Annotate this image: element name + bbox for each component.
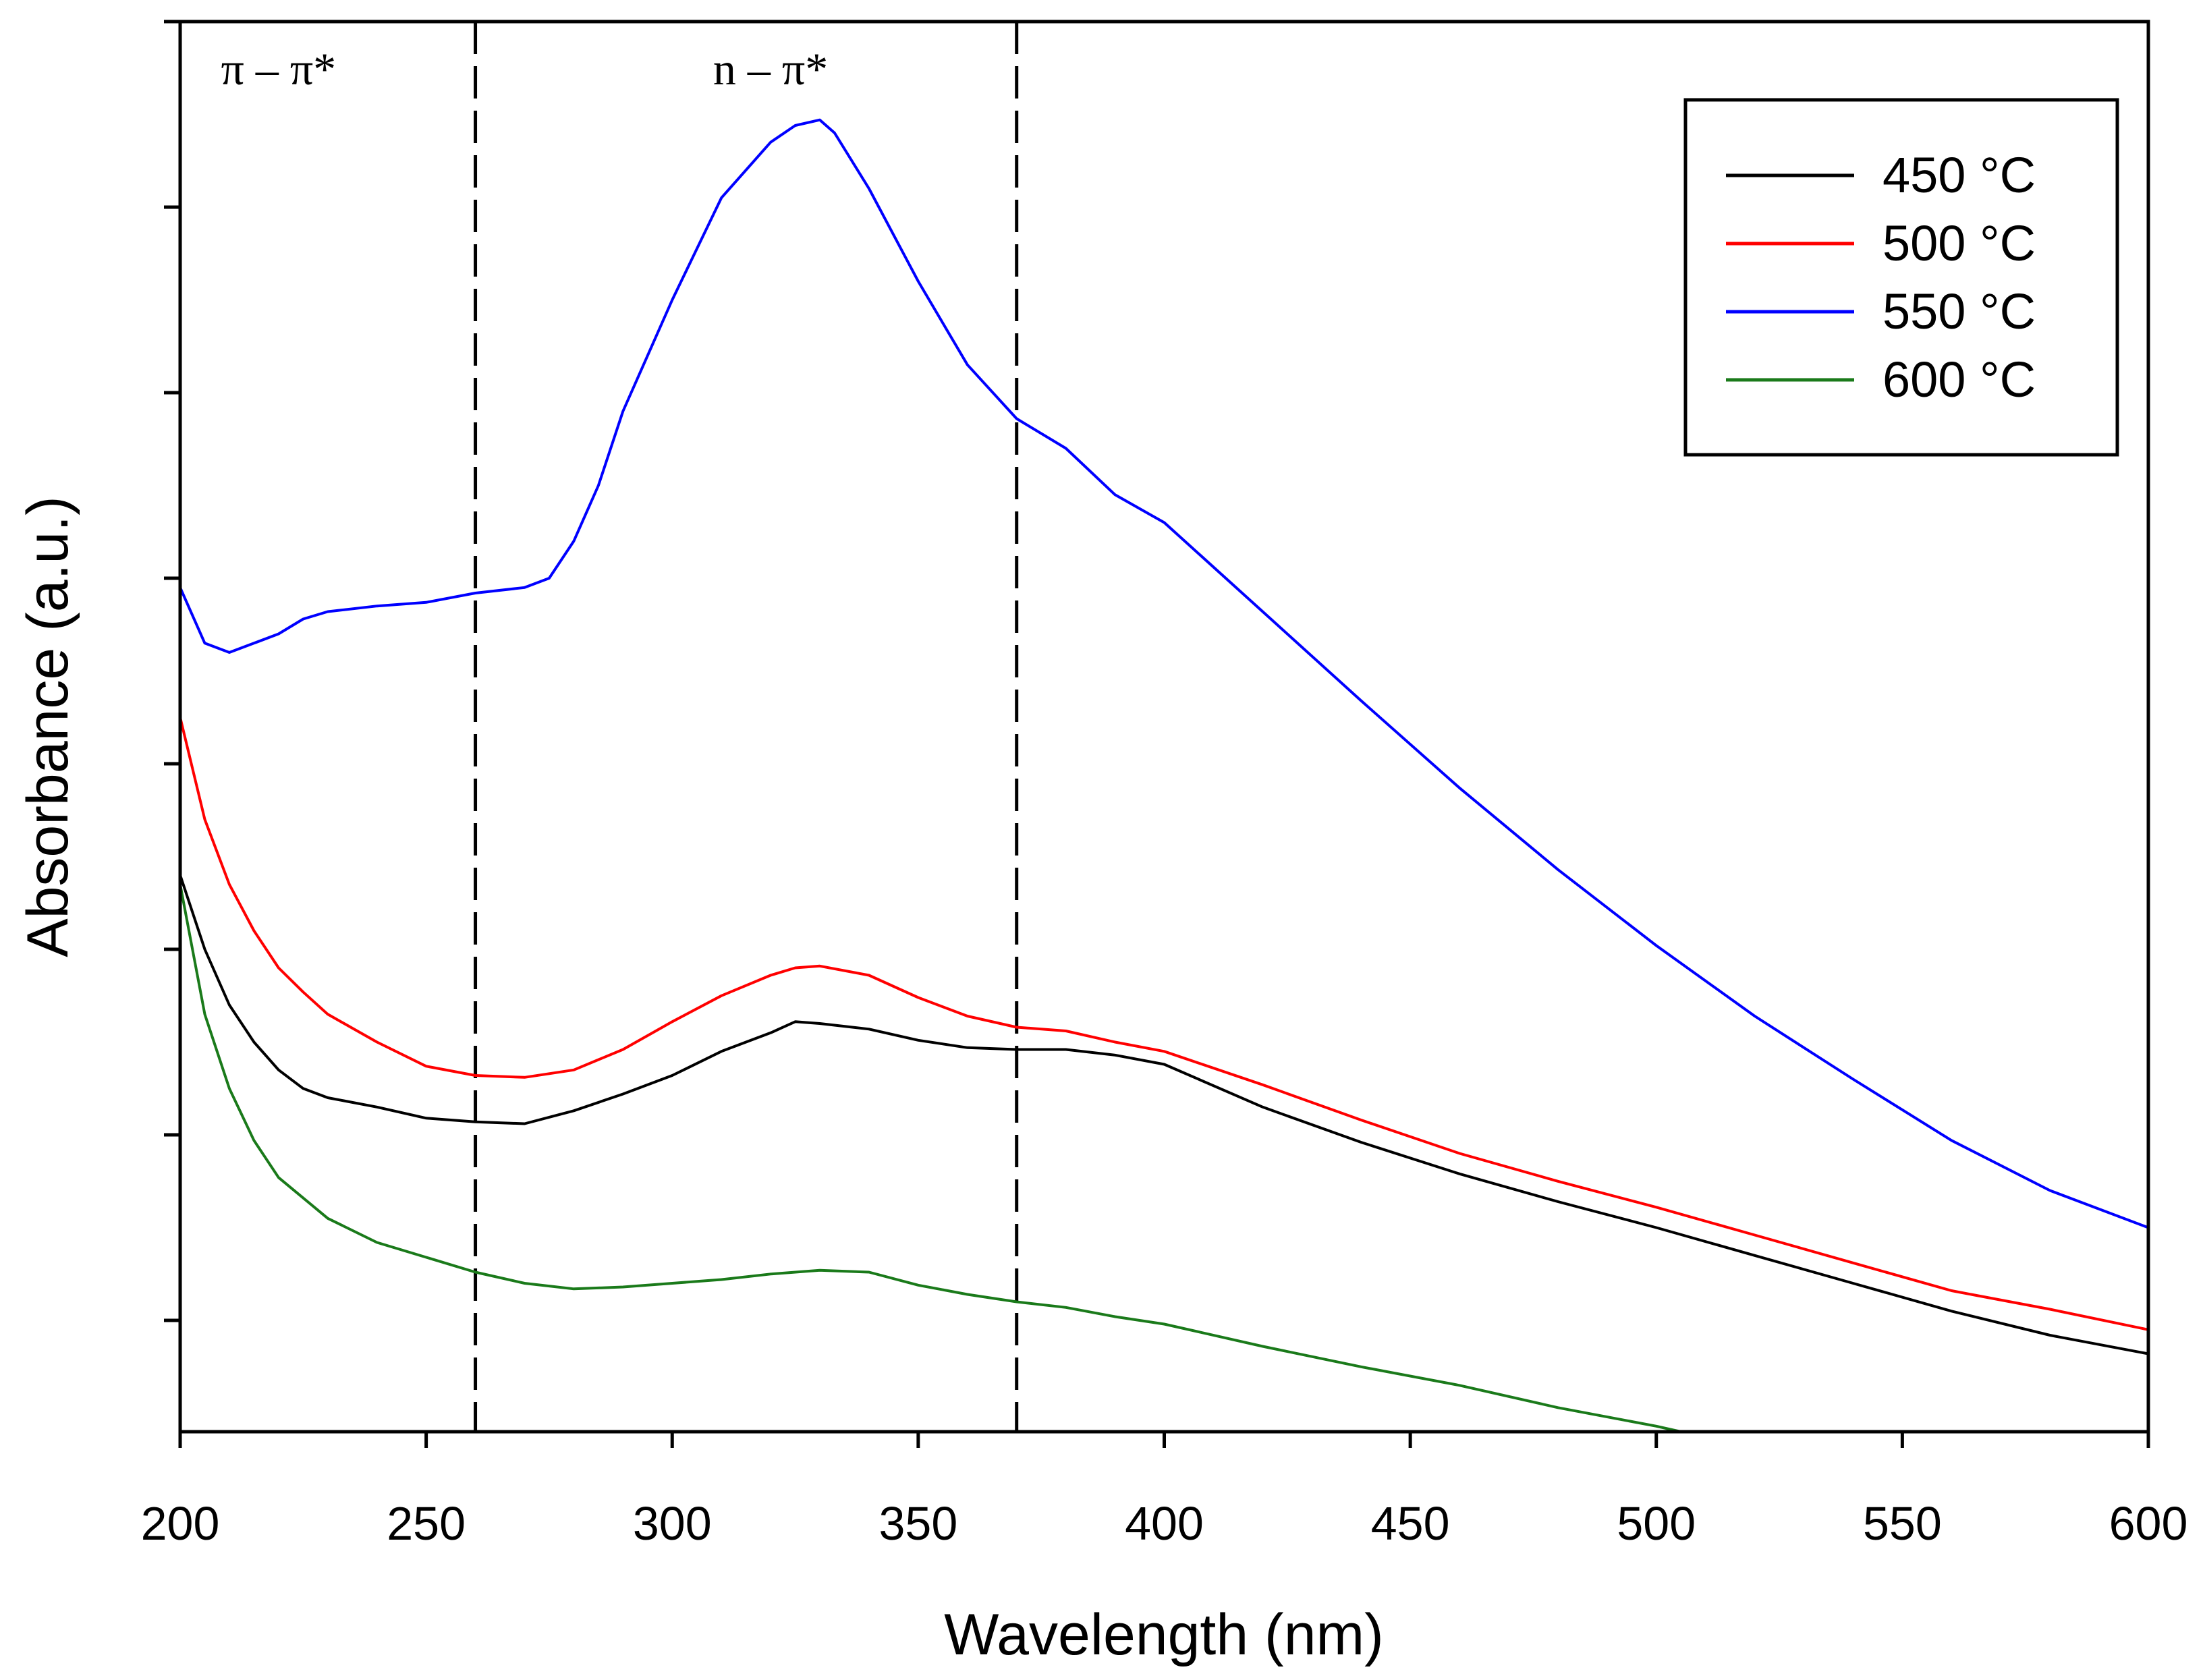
legend-box <box>1683 98 2119 457</box>
annotation-pi-pi-star: π – π* <box>221 43 337 94</box>
x-tick-label-450: 450 <box>1371 1497 1450 1550</box>
legend-label-550: 550 °C <box>1883 283 2036 339</box>
x-tick-label-550: 550 <box>1863 1497 1942 1550</box>
annotation-n-pi-star: n – π* <box>713 43 828 94</box>
legend-label-450: 450 °C <box>1883 147 2036 203</box>
legend-label-500: 500 °C <box>1883 215 2036 271</box>
plot-layer <box>179 22 2149 1433</box>
x-tick-label-400: 400 <box>1125 1497 1204 1550</box>
legend-label-600: 600 °C <box>1883 352 2036 408</box>
y-axis-title: Absorbance (a.u.) <box>16 496 80 957</box>
legend: 450 °C 500 °C 550 °C 600 °C <box>1683 98 2119 457</box>
axis-layer: 200 250 300 350 400 450 500 550 600 <box>141 20 2188 1550</box>
series-line-450 <box>179 874 2149 1355</box>
series-line-600 <box>179 884 1681 1433</box>
x-tick-label-300: 300 <box>633 1497 712 1550</box>
series-line-550 <box>179 118 2149 1229</box>
x-tick-label-600: 600 <box>2109 1497 2188 1550</box>
x-axis-title: Wavelength (nm) <box>944 1602 1384 1667</box>
x-tick-label-350: 350 <box>879 1497 957 1550</box>
x-tick-label-250: 250 <box>387 1497 466 1550</box>
series-line-500 <box>179 717 2149 1331</box>
x-tick-label-500: 500 <box>1617 1497 1696 1550</box>
x-tick-label-200: 200 <box>141 1497 220 1550</box>
